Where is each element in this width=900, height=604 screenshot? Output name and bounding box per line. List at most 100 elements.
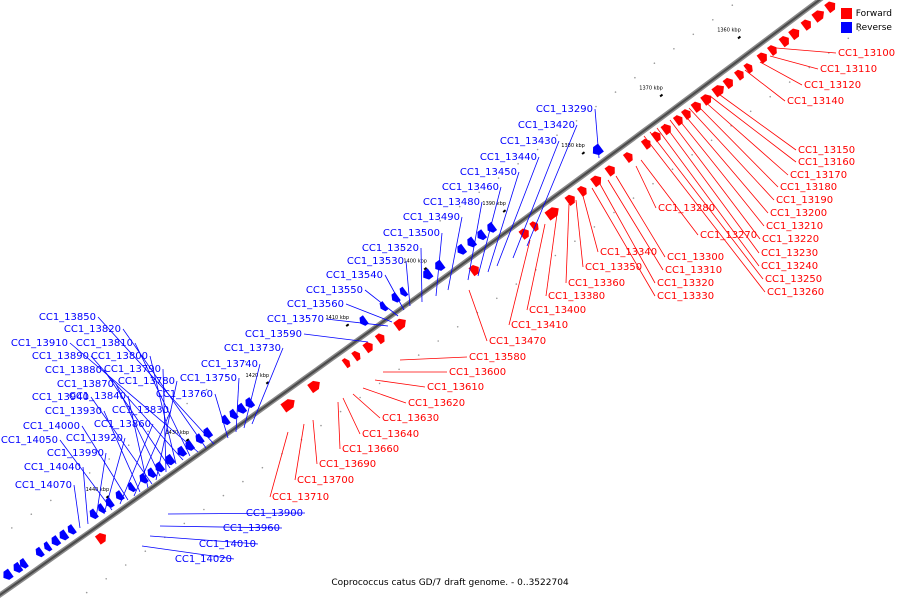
reverse-gene	[221, 414, 231, 426]
legend: Forward Reverse	[840, 8, 892, 36]
forward-gene-label: CC1_13100	[838, 48, 895, 59]
forward-gene-arrow	[788, 28, 800, 41]
reverse-gene-label-leader	[487, 171, 520, 273]
reverse-gene-label-leader	[243, 363, 261, 429]
reverse-gene-label-leader	[82, 466, 89, 525]
guide-dot	[437, 340, 440, 342]
reverse-gene-label-leader	[214, 393, 229, 439]
reverse-gene-label: CC1_13840	[69, 391, 126, 402]
forward-gene-arrow	[743, 63, 753, 74]
reverse-gene	[105, 497, 115, 508]
reverse-gene	[35, 546, 45, 558]
forward-gene	[393, 318, 406, 332]
reverse-gene-label-leader	[103, 410, 141, 493]
reverse-gene-label: CC1_13820	[64, 324, 121, 335]
forward-gene-arrow	[544, 207, 559, 221]
reverse-gene-label-leader	[149, 355, 177, 465]
guide-dot	[183, 522, 186, 525]
tick-mark	[581, 151, 586, 155]
reverse-gene-label: CC1_13590	[245, 329, 302, 340]
forward-gene-label: CC1_13240	[761, 261, 818, 272]
guide-dot	[322, 304, 325, 307]
forward-gene-label-leader	[656, 127, 760, 267]
reverse-gene-arrow	[177, 445, 188, 457]
forward-gene-arrow	[362, 342, 373, 354]
forward-gene-label: CC1_13700	[297, 475, 354, 486]
reverse-gene-label-leader	[405, 260, 411, 307]
reverse-gene-label: CC1_13790	[104, 364, 161, 375]
tick-label: 1370 kbp	[639, 86, 663, 92]
forward-gene	[722, 77, 733, 90]
guide-dot	[105, 578, 107, 580]
reverse-gene-label: CC1_13810	[76, 338, 133, 349]
guide-dot	[127, 444, 130, 447]
forward-gene-label-leader	[294, 423, 305, 481]
forward-gene-arrow	[351, 350, 361, 362]
legend-forward-label: Forward	[855, 8, 892, 19]
reverse-gene-label: CC1_13570	[267, 314, 324, 325]
forward-gene-arrow	[650, 131, 661, 143]
forward-gene-arrow	[811, 10, 824, 23]
reverse-gene	[67, 524, 77, 535]
forward-gene-label: CC1_13330	[657, 291, 714, 302]
forward-gene-label-leader	[715, 91, 797, 151]
reverse-gene-label: CC1_13930	[45, 406, 102, 417]
reverse-gene-label-leader	[447, 216, 463, 291]
reverse-gene-label-leader	[134, 342, 191, 457]
guide-dot	[69, 485, 72, 488]
guide-dot	[242, 480, 244, 483]
forward-gene-label: CC1_13600	[449, 367, 506, 378]
reverse-gene	[177, 445, 188, 457]
reverse-gene-label: CC1_13960	[223, 523, 280, 534]
forward-gene-label: CC1_13340	[600, 247, 657, 258]
forward-gene	[711, 85, 725, 98]
reverse-gene-label: CC1_13910	[11, 338, 68, 349]
reverse-gene-label: CC1_13490	[403, 212, 460, 223]
guide-dot	[847, 37, 850, 40]
reverse-gene-label-leader	[159, 525, 283, 529]
guide-dot	[186, 402, 188, 405]
forward-gene-label-leader	[374, 379, 426, 388]
reverse-gene-label-leader	[95, 452, 107, 519]
guide-dot	[400, 248, 403, 250]
reverse-gene-arrow	[3, 568, 14, 580]
reverse-gene-label-leader	[167, 512, 306, 515]
legend-reverse: Reverse	[840, 22, 892, 33]
reverse-gene-label: CC1_13540	[326, 270, 383, 281]
forward-gene-label: CC1_13110	[820, 64, 877, 75]
forward-gene-label-leader	[565, 203, 570, 284]
reverse-gene-label-leader	[512, 140, 560, 259]
reverse-gene-label-leader	[127, 395, 149, 489]
reverse-gene	[457, 243, 468, 255]
reverse-gene	[59, 529, 70, 541]
forward-gene-arrow	[622, 152, 633, 163]
reverse-gene-arrow	[19, 557, 29, 569]
guide-dot	[147, 430, 149, 433]
reverse-gene-label: CC1_13560	[287, 299, 344, 310]
guide-dot	[283, 332, 286, 335]
reverse-gene-arrow	[477, 229, 488, 241]
reverse-gene	[3, 568, 14, 580]
reverse-swatch	[840, 22, 852, 33]
forward-gene-label: CC1_13320	[657, 278, 714, 289]
forward-gene	[778, 36, 789, 48]
reverse-gene-label: CC1_13850	[39, 312, 96, 323]
guide-dot	[515, 283, 518, 285]
forward-gene-label: CC1_13690	[319, 459, 376, 470]
forward-gene-arrow	[660, 123, 671, 136]
reverse-gene-arrow	[229, 408, 239, 420]
guide-dot	[378, 382, 381, 385]
reverse-gene-label-leader	[420, 247, 423, 303]
guide-dot	[417, 354, 420, 356]
guide-dot	[398, 368, 400, 371]
reverse-gene-label: CC1_14000	[23, 421, 80, 432]
reverse-gene-label-leader	[477, 186, 502, 277]
forward-gene-label: CC1_13350	[585, 262, 642, 273]
reverse-gene-label: CC1_13730	[224, 343, 281, 354]
forward-gene-label: CC1_13580	[469, 352, 526, 363]
tick-mark	[659, 93, 664, 98]
reverse-gene-label: CC1_13530	[347, 256, 404, 267]
reverse-gene-label: CC1_13290	[536, 104, 593, 115]
